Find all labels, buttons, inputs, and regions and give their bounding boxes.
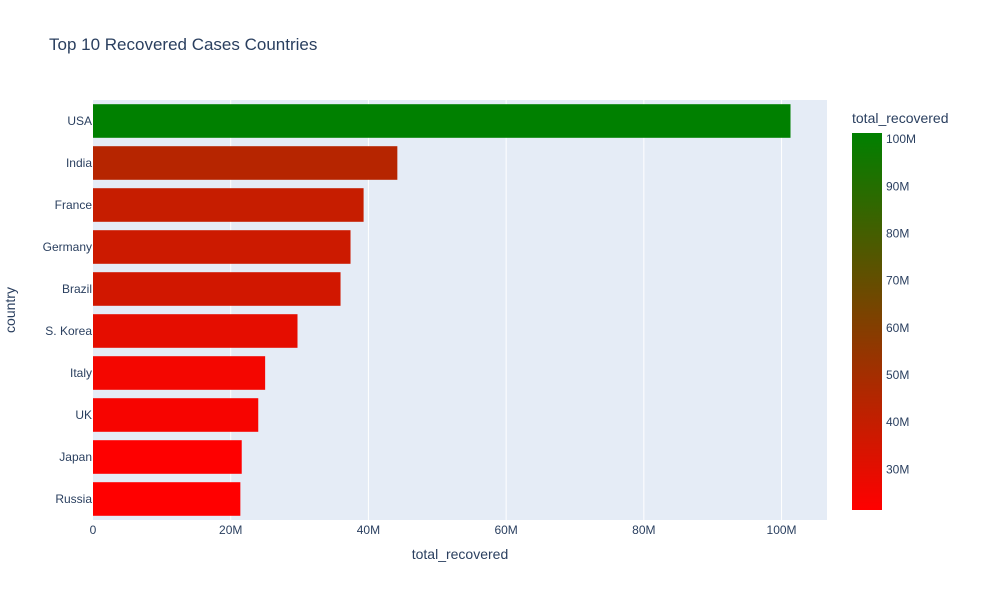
bar-uk[interactable]	[93, 398, 259, 432]
bar-series	[93, 104, 791, 516]
colorbar-tick-label: 80M	[886, 227, 909, 241]
colorbar-tick-label: 40M	[886, 415, 909, 429]
x-tick-label: 60M	[494, 523, 517, 537]
y-tick-label: UK	[75, 408, 92, 422]
y-tick-label: India	[66, 156, 92, 170]
y-tick-label: Japan	[59, 450, 92, 464]
y-tick-label: USA	[67, 114, 92, 128]
x-tick-label: 0	[90, 523, 97, 537]
colorbar-tick-label: 90M	[886, 179, 909, 193]
y-tick-label: Russia	[55, 492, 92, 506]
colorbar-tick-label: 100M	[886, 132, 916, 146]
colorbar-ticks: 30M 40M 50M 60M 70M 80M 90M 100M	[886, 132, 916, 476]
colorbar-tick-label: 50M	[886, 368, 909, 382]
bar-france[interactable]	[93, 188, 364, 222]
bar-germany[interactable]	[93, 230, 351, 264]
y-tick-label: S. Korea	[45, 324, 92, 338]
y-axis-ticks: USA India France Germany Brazil S. Korea Italy…	[43, 114, 93, 506]
y-tick-label: France	[55, 198, 93, 212]
y-tick-label: Germany	[43, 240, 92, 254]
bar-italy[interactable]	[93, 356, 266, 390]
y-axis-label: country	[2, 287, 18, 333]
x-tick-label: 80M	[632, 523, 655, 537]
x-axis-label: total_recovered	[412, 546, 509, 562]
colorbar-tick-label: 30M	[886, 462, 909, 476]
chart-title: Top 10 Recovered Cases Countries	[49, 35, 317, 54]
x-tick-label: 100M	[767, 523, 797, 537]
bar-usa[interactable]	[93, 104, 791, 138]
bar-brazil[interactable]	[93, 272, 341, 306]
colorbar-title: total_recovered	[852, 110, 949, 126]
colorbar-tick-label: 60M	[886, 321, 909, 335]
bar-russia[interactable]	[93, 482, 241, 516]
y-tick-label: Brazil	[62, 282, 92, 296]
bar-india[interactable]	[93, 146, 398, 180]
x-tick-label: 20M	[219, 523, 242, 537]
colorbar-tick-label: 70M	[886, 274, 909, 288]
colorbar	[852, 133, 882, 510]
y-tick-label: Italy	[70, 366, 92, 380]
bar-s-korea[interactable]	[93, 314, 298, 348]
x-tick-label: 40M	[357, 523, 380, 537]
x-axis-ticks: 0 20M 40M 60M 80M 100M	[90, 523, 797, 537]
bar-japan[interactable]	[93, 440, 242, 474]
